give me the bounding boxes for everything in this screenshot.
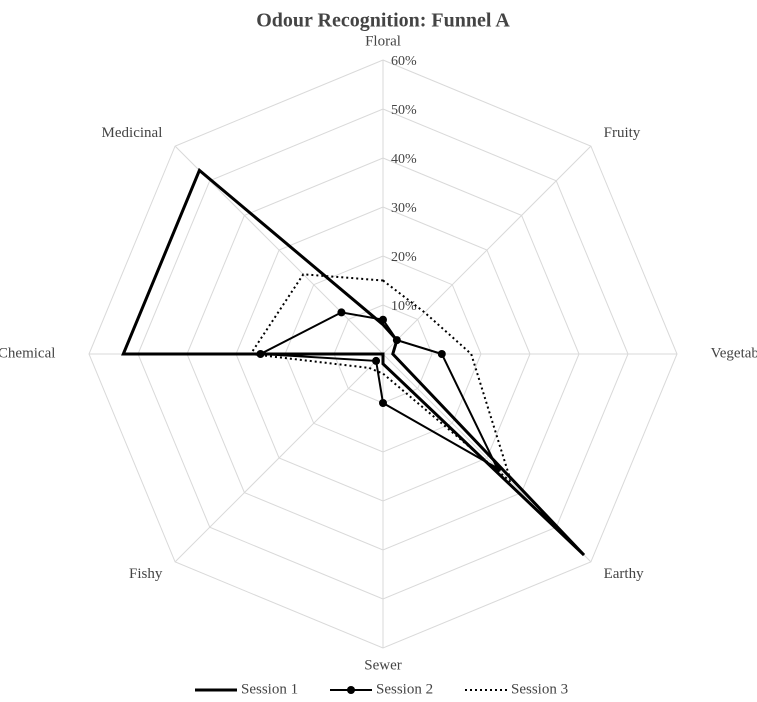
point-marker: [379, 315, 387, 324]
r-tick-label: 30%: [391, 201, 417, 216]
category-label: Earthy: [604, 566, 644, 582]
category-label: Medicinal: [102, 125, 163, 141]
point-marker: [437, 350, 446, 358]
category-label: Sewer: [364, 657, 402, 673]
r-tick-label: 10%: [391, 299, 417, 314]
point-marker: [379, 399, 387, 407]
category-label: Fishy: [129, 566, 163, 582]
category-label: Fruity: [604, 125, 641, 141]
r-tick-label: 40%: [391, 152, 417, 167]
spoke: [382, 145, 592, 355]
legend-label: Session 2: [376, 681, 433, 697]
legend-marker: [347, 686, 355, 694]
chart-title: Odour Recognition: Funnel A: [256, 10, 510, 32]
category-label: Vegetable: [711, 345, 757, 361]
r-tick-label: 20%: [391, 250, 417, 265]
point-marker: [337, 308, 346, 317]
legend-label: Session 3: [511, 681, 568, 697]
r-tick-label: 60%: [391, 54, 417, 69]
category-label: Floral: [365, 33, 401, 49]
spoke: [174, 353, 384, 563]
point-marker: [392, 336, 401, 345]
series-line: [121, 167, 586, 557]
point-marker: [256, 350, 265, 358]
r-tick-label: 50%: [391, 103, 417, 118]
series-line: [256, 311, 500, 471]
legend-label: Session 1: [241, 681, 298, 697]
point-marker: [372, 356, 381, 365]
category-label: Chemical: [0, 345, 55, 361]
series-line: [248, 273, 514, 486]
point-marker: [493, 464, 502, 473]
